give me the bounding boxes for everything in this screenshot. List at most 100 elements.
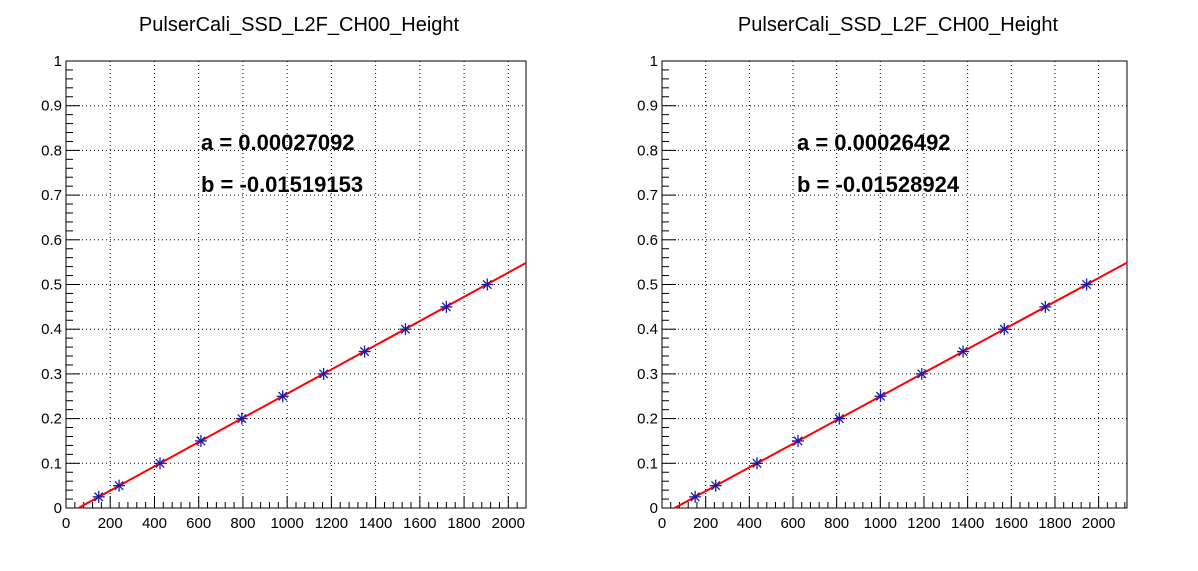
y-tick-label: 0.3 xyxy=(637,366,658,383)
data-point-stroke xyxy=(359,346,370,357)
x-tick-label: 600 xyxy=(780,515,805,532)
y-tick-label: 0.5 xyxy=(637,277,658,294)
data-point-stroke xyxy=(278,391,288,401)
data-point-stroke xyxy=(999,324,1009,334)
x-tick-label: 400 xyxy=(737,515,762,532)
x-tick-label: 1400 xyxy=(359,515,392,532)
data-point-stroke xyxy=(917,369,927,379)
x-tick-label: 1600 xyxy=(995,515,1028,532)
data-point xyxy=(915,367,928,380)
data-point-stroke xyxy=(875,391,886,401)
y-tick-label: 0.6 xyxy=(41,232,62,249)
data-point-stroke xyxy=(155,458,165,468)
data-point xyxy=(358,345,371,358)
data-point xyxy=(1080,278,1093,291)
fit-line xyxy=(77,262,527,509)
x-tick-label: 200 xyxy=(98,515,123,532)
chart-panel-left: 0 200 400 600 800 1000 1200 1400 1600 1800 2000 0 0.… xyxy=(41,14,527,532)
data-point xyxy=(874,390,887,403)
y-tick-label: 0.4 xyxy=(637,321,658,338)
data-point xyxy=(689,490,702,503)
data-point xyxy=(153,457,166,470)
data-point-stroke xyxy=(196,436,206,446)
x-tick-label: 1800 xyxy=(1038,515,1071,532)
x-tick-label: 1000 xyxy=(864,515,897,532)
y-tick-label: 0 xyxy=(54,500,62,517)
x-tick-label: 400 xyxy=(142,515,167,532)
y-tick-label: 0.7 xyxy=(637,187,658,204)
y-tick-label: 0.7 xyxy=(41,187,62,204)
fit-param-a: a = 0.00027092 xyxy=(201,130,355,155)
x-tick-label: 1200 xyxy=(907,515,940,532)
data-point xyxy=(481,278,494,291)
data-point-stroke xyxy=(1040,302,1051,312)
x-tick-label: 1200 xyxy=(315,515,348,532)
data-point-stroke xyxy=(793,436,803,446)
data-point-stroke xyxy=(318,369,329,379)
chart-title: PulserCali_SSD_L2F_CH00_Height xyxy=(139,14,460,36)
data-point-stroke xyxy=(114,480,124,491)
chart-right-svg: 0 200 400 600 800 1000 1200 1400 1600 1800 2000 0 0.… xyxy=(637,14,1128,532)
y-tick-label: 0.8 xyxy=(637,142,658,159)
y-tick-label: 0.2 xyxy=(41,411,62,428)
data-point-stroke xyxy=(752,458,762,468)
data-point-stroke xyxy=(690,492,700,502)
y-tick-label: 0.2 xyxy=(637,411,658,428)
x-tick-label: 200 xyxy=(693,515,718,532)
data-point-stroke xyxy=(441,302,452,312)
y-tick-label: 1 xyxy=(54,53,62,70)
data-point-stroke xyxy=(482,279,492,290)
y-tick-label: 1 xyxy=(650,53,658,70)
y-tick-label: 0.9 xyxy=(637,98,658,115)
y-tick-label: 0.1 xyxy=(41,455,62,472)
y-tick-label: 0.8 xyxy=(41,142,62,159)
y-tick-label: 0.4 xyxy=(41,321,62,338)
fit-param-b: b = -0.01528924 xyxy=(797,172,960,197)
data-point xyxy=(194,434,207,447)
x-tick-label: 800 xyxy=(230,515,255,532)
chart-panel-right: 0 200 400 600 800 1000 1200 1400 1600 1800 2000 0 0.… xyxy=(599,0,1198,571)
y-tick-label: 0.1 xyxy=(637,455,658,472)
data-point xyxy=(998,323,1011,336)
data-point xyxy=(709,479,722,492)
data-point xyxy=(317,367,330,380)
data-point-stroke xyxy=(711,480,721,491)
data-point xyxy=(235,412,248,425)
x-tick-label: 1400 xyxy=(951,515,984,532)
x-tick-label: 2000 xyxy=(492,515,525,532)
x-tick-label: 0 xyxy=(62,515,70,532)
data-point xyxy=(92,490,105,503)
data-point xyxy=(750,457,763,470)
x-tick-label: 1000 xyxy=(270,515,303,532)
x-tick-label: 1600 xyxy=(403,515,436,532)
fit-line xyxy=(674,261,1128,509)
chart-left-svg: 0 200 400 600 800 1000 1200 1400 1600 1800 2000 0 0.… xyxy=(41,14,527,532)
y-tick-label: 0.5 xyxy=(41,277,62,294)
data-point-stroke xyxy=(400,324,411,334)
x-tick-label: 800 xyxy=(824,515,849,532)
data-point-stroke xyxy=(237,413,247,424)
data-point xyxy=(833,412,846,425)
y-tick-label: 0.3 xyxy=(41,366,62,383)
y-tick-label: 0 xyxy=(650,500,658,517)
data-point xyxy=(957,345,970,358)
x-tick-label: 1800 xyxy=(447,515,480,532)
data-point-stroke xyxy=(94,492,104,502)
data-point xyxy=(113,479,126,492)
data-point xyxy=(792,434,805,447)
x-tick-label: 600 xyxy=(186,515,211,532)
data-point-stroke xyxy=(958,346,968,357)
data-point-stroke xyxy=(834,413,844,424)
x-tick-label: 2000 xyxy=(1082,515,1115,532)
fit-param-b: b = -0.01519153 xyxy=(201,172,363,197)
data-point xyxy=(440,300,453,313)
x-tick-label: 0 xyxy=(658,515,666,532)
y-tick-label: 0.9 xyxy=(41,98,62,115)
data-point-stroke xyxy=(1081,279,1092,290)
data-point xyxy=(276,390,289,403)
fit-param-a: a = 0.00026492 xyxy=(797,130,951,155)
y-tick-label: 0.6 xyxy=(637,232,658,249)
data-point xyxy=(399,323,412,336)
data-point xyxy=(1039,300,1052,313)
